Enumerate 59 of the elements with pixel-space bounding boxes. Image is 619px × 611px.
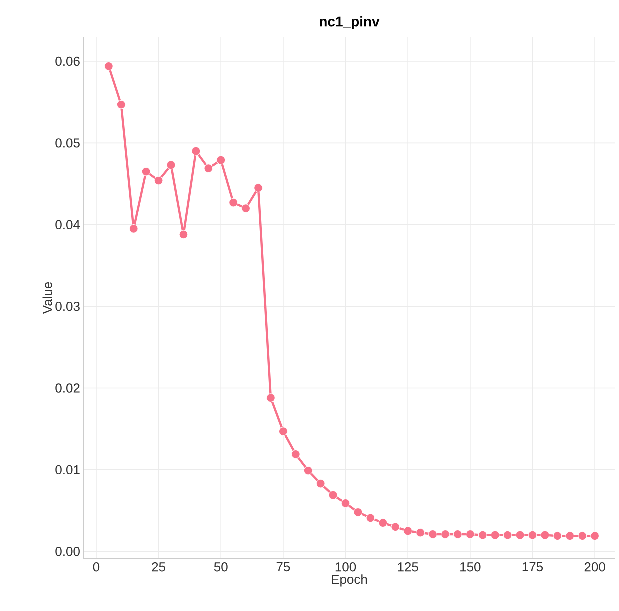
x-tick-label: 50 [214, 562, 228, 572]
point [391, 522, 400, 532]
point [553, 532, 562, 541]
x-tick-label: 0 [93, 562, 100, 572]
point [416, 528, 426, 538]
y-tick-label: 0.03 [56, 302, 80, 312]
point [179, 230, 188, 240]
point [503, 530, 512, 540]
point [192, 146, 201, 156]
point [154, 176, 164, 186]
x-tick-label: 100 [336, 562, 356, 572]
point [566, 532, 575, 541]
y-tick-label: 0.05 [56, 138, 80, 148]
x-tick-label: 200 [584, 562, 606, 572]
x-tick-label: 75 [276, 562, 290, 572]
point [466, 530, 475, 539]
point [516, 530, 525, 540]
point [142, 167, 151, 176]
point [204, 164, 214, 173]
point [441, 530, 450, 539]
point [242, 204, 250, 213]
x-tick-label: 150 [460, 562, 481, 572]
point [366, 514, 376, 523]
point [378, 518, 388, 528]
point [354, 508, 363, 517]
point [404, 526, 413, 536]
point [454, 530, 462, 539]
point [540, 530, 550, 540]
point [478, 530, 488, 540]
point [341, 499, 350, 508]
point [278, 427, 288, 436]
y-tick-label: 0.06 [56, 56, 80, 66]
y-tick-label: 0.04 [56, 220, 80, 230]
point [129, 224, 138, 234]
chart-title: nc1_pinv [320, 16, 380, 30]
point [304, 466, 313, 476]
y-tick-label: 0.02 [56, 384, 80, 393]
x-tick-label: 175 [522, 562, 544, 572]
x-axis-title: Epoch [332, 574, 368, 587]
point [291, 450, 300, 459]
point [116, 100, 126, 110]
point [316, 479, 326, 488]
point [216, 156, 226, 165]
point [578, 532, 588, 541]
y-tick-label: 0.01 [56, 465, 80, 475]
point [266, 394, 276, 403]
point [528, 530, 538, 540]
point [428, 530, 438, 539]
x-tick-label: 125 [398, 562, 418, 572]
point [166, 160, 176, 170]
point [229, 198, 238, 208]
point [254, 184, 263, 193]
point [490, 530, 500, 540]
point [104, 62, 114, 71]
point [328, 490, 338, 500]
point [590, 532, 600, 541]
y-tick-label: 0.00 [56, 547, 80, 556]
x-tick-label: 25 [152, 562, 166, 572]
y-axis-title: Value [42, 282, 52, 314]
